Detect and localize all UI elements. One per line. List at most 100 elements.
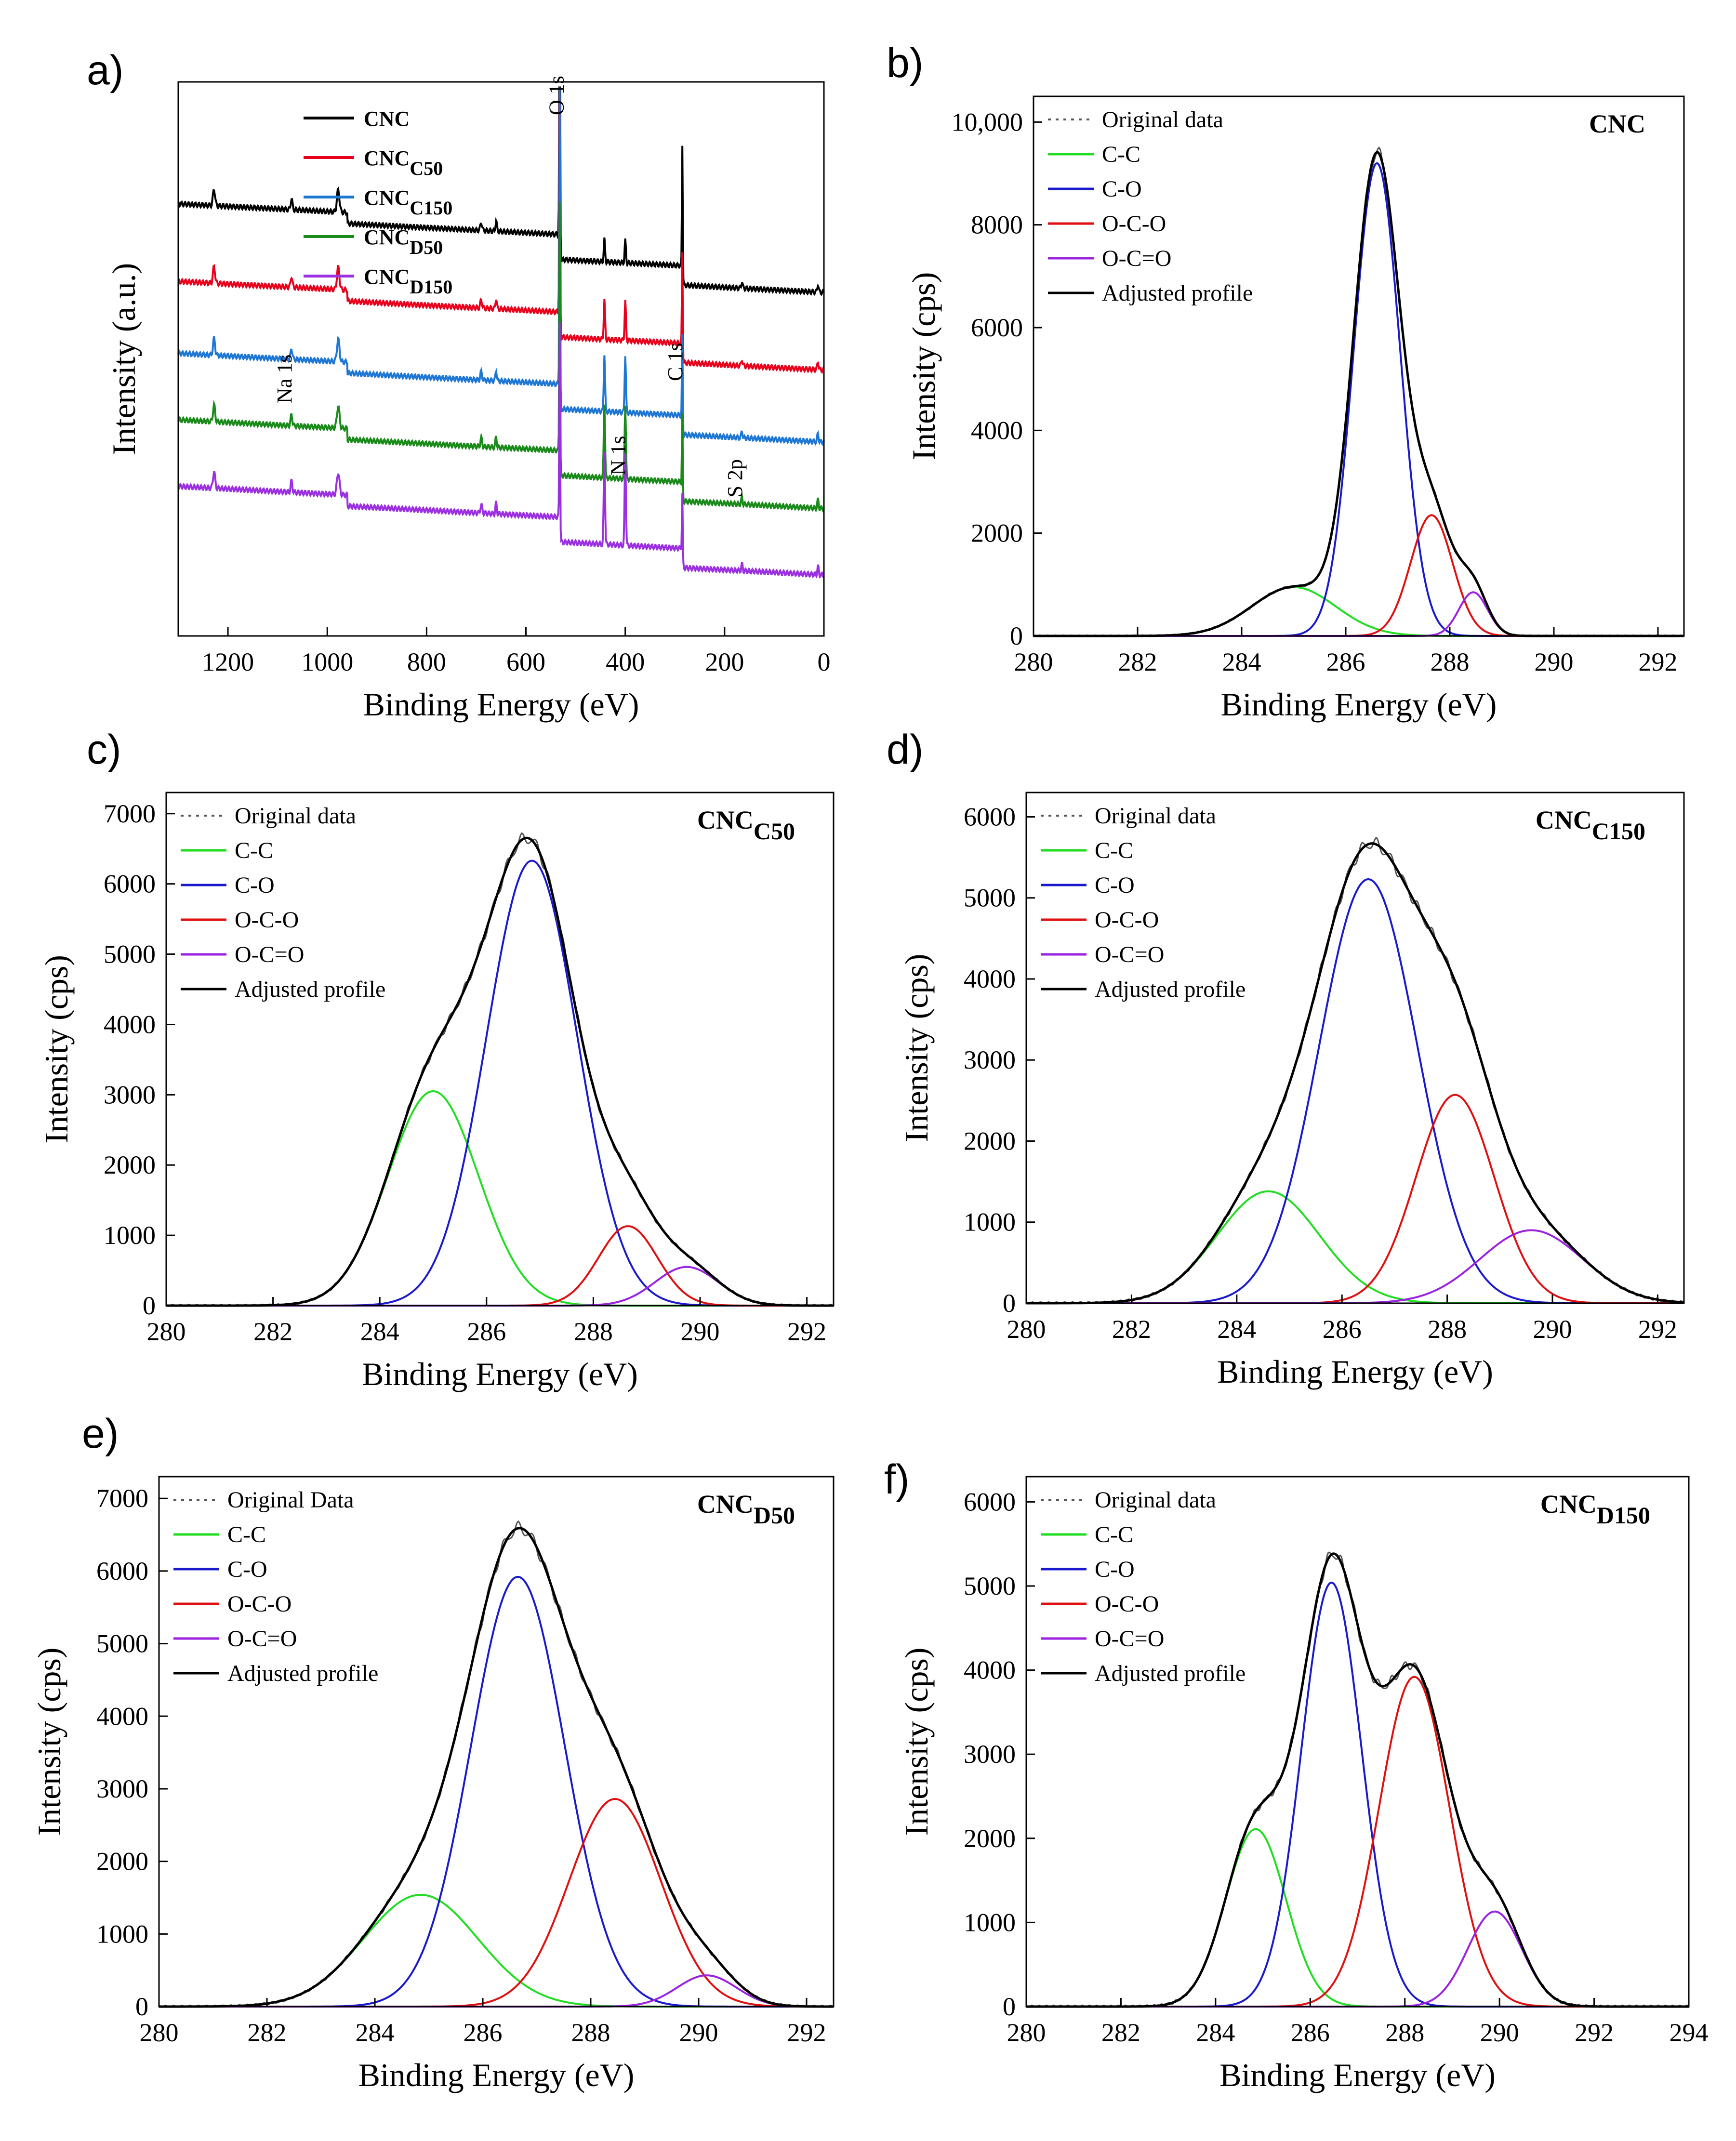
legend-label-0: Original data: [1095, 1487, 1216, 1513]
y-tick-label: 2000: [96, 1847, 148, 1876]
component-curve-o-c=o: [159, 1974, 834, 2008]
legend-label-3: CNCD50: [364, 225, 443, 258]
x-tick-label: 290: [1533, 1315, 1572, 1344]
component-curve-o-c-o: [1034, 514, 1684, 637]
legend-label-0: Original data: [1102, 107, 1223, 132]
peak-annotation: S 2p: [723, 459, 747, 497]
plot-frame: [177, 81, 825, 637]
component-curve-c-c: [1026, 1190, 1684, 1304]
x-tick-label: 0: [818, 648, 831, 676]
x-tick-label: 288: [1385, 2018, 1424, 2047]
panel-label-f: f): [884, 1456, 910, 1503]
x-tick-label: 282: [1101, 2018, 1140, 2047]
component-curve-o-c-o: [1026, 1676, 1689, 2008]
x-tick-label: 290: [1480, 2018, 1519, 2047]
component-curve-c-c: [166, 1090, 834, 1307]
series-line-2: [177, 87, 825, 446]
legend-label-5: Adjusted profile: [1095, 977, 1246, 1002]
y-tick-label: 3000: [964, 1740, 1016, 1769]
legend-label-sub: D50: [410, 237, 443, 258]
y-axis-title: Intensity (cps): [38, 955, 75, 1143]
legend-label-3: O-C-O: [1095, 907, 1159, 933]
sample-title: CNCC150: [1536, 806, 1645, 845]
legend-label-4: O-C=O: [235, 942, 304, 967]
series-line-0: [177, 86, 825, 296]
y-tick-label: 6000: [104, 870, 156, 899]
legend-label-1: C-C: [1095, 1522, 1133, 1547]
x-tick-label: 292: [787, 2018, 826, 2047]
x-tick-label: 288: [1431, 648, 1470, 676]
legend-label-1: C-C: [1095, 838, 1133, 863]
component-curve-o-c=o: [1034, 591, 1684, 637]
sample-title-base: CNC: [1536, 806, 1592, 834]
x-tick-label: 280: [1014, 648, 1053, 676]
y-axis-title: Intensity (cps): [905, 272, 942, 461]
y-tick-label: 4000: [964, 965, 1016, 993]
y-tick-label: 0: [135, 1992, 148, 2021]
sample-title-sub: D150: [1597, 1502, 1650, 1529]
component-curve-o-c=o: [1026, 1229, 1684, 1304]
x-tick-label: 280: [1007, 1315, 1046, 1344]
adjusted-profile-line: [1026, 842, 1684, 1305]
y-tick-label: 4000: [104, 1010, 156, 1039]
x-tick-label: 284: [1222, 648, 1261, 676]
component-curve-o-c=o: [166, 1266, 834, 1307]
x-tick-label: 282: [253, 1317, 292, 1346]
y-axis-title: Intensity (a.u.): [106, 263, 142, 455]
legend-label-0: CNC: [364, 107, 410, 131]
x-tick-label: 200: [705, 648, 744, 676]
y-tick-label: 5000: [104, 940, 156, 969]
legend-label-4: O-C=O: [1095, 942, 1164, 967]
chart-panel-b: 280 282 284 286 288 290 292 Binding Energy (eV)…: [905, 95, 1685, 723]
sample-title-base: CNC: [1540, 1490, 1597, 1519]
x-axis-title: Binding Energy (eV): [363, 686, 639, 723]
x-tick-label: 282: [1112, 1315, 1151, 1344]
component-curve-o-c=o: [1026, 1910, 1689, 2008]
x-axis-title: Binding Energy (eV): [1219, 2057, 1496, 2093]
x-axis-title: Binding Energy (eV): [358, 2057, 635, 2093]
y-tick-label: 0: [143, 1291, 156, 1320]
panel-label-a: a): [87, 47, 123, 93]
legend-label-1: C-C: [235, 838, 273, 863]
legend-label-2: C-O: [235, 872, 275, 898]
sample-title-sub: C150: [1592, 818, 1645, 845]
x-tick-label: 280: [140, 2018, 179, 2047]
x-tick-label: 282: [248, 2018, 287, 2047]
y-tick-label: 0: [1003, 1289, 1016, 1318]
y-tick-label: 6000: [964, 802, 1016, 831]
y-tick-label: 1000: [964, 1208, 1016, 1237]
y-tick-label: 5000: [964, 884, 1016, 912]
legend-label-3: O-C-O: [1095, 1591, 1159, 1617]
legend-label-base: CNC: [364, 186, 410, 210]
x-tick-label: 284: [1196, 2018, 1235, 2047]
y-tick-label: 6000: [964, 1487, 1016, 1516]
x-tick-label: 600: [506, 648, 545, 676]
legend-label-2: C-O: [1095, 1557, 1135, 1582]
legend-label-3: O-C-O: [1102, 211, 1166, 237]
peak-annotation: C 1s: [663, 343, 687, 381]
y-tick-label: 6000: [971, 313, 1023, 342]
sample-title: CNCD150: [1540, 1490, 1650, 1529]
legend-label-0: Original data: [1095, 803, 1216, 829]
legend-label-3: O-C-O: [235, 907, 299, 933]
legend-label-4: O-C=O: [227, 1626, 297, 1652]
y-tick-label: 7000: [104, 799, 156, 828]
x-tick-label: 286: [467, 1317, 506, 1346]
adjusted-profile-line: [1026, 1552, 1689, 2008]
x-tick-label: 284: [360, 1317, 399, 1346]
panel-label-d: d): [887, 727, 923, 773]
legend-label-sub: C150: [410, 197, 452, 219]
chart-panel-c: 280 282 284 286 288 290 292 Binding Energy (eV)…: [38, 792, 835, 1392]
chart-panel-a: 1200 1000 800 600 400 200 0 Binding Energy (eV)…: [106, 76, 831, 723]
sample-title: CNCD50: [697, 1490, 795, 1529]
peak-annotation: O 1s: [545, 76, 569, 115]
legend-label-4: O-C=O: [1102, 246, 1171, 271]
y-axis-title: Intensity (cps): [31, 1648, 67, 1836]
y-tick-label: 1000: [104, 1221, 156, 1250]
legend-label-base: CNC: [364, 225, 410, 249]
component-curve-c-c: [1034, 586, 1684, 637]
legend-label-4: CNCD150: [364, 265, 452, 298]
x-tick-label: 1000: [301, 648, 353, 676]
y-tick-label: 5000: [964, 1572, 1016, 1600]
